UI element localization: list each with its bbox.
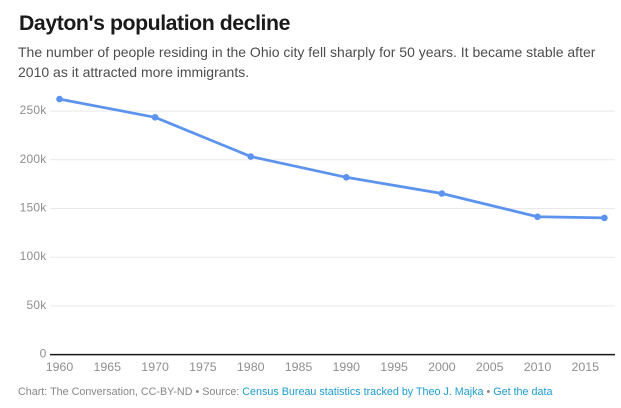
chart-subtitle: The number of people residing in the Ohi… — [18, 43, 596, 80]
y-tick-label: 0 — [40, 347, 47, 361]
x-tick-label: 1985 — [285, 360, 313, 374]
x-tick-label: 2000 — [428, 360, 456, 374]
x-tick-label: 1975 — [189, 360, 217, 374]
data-point[interactable] — [438, 190, 446, 197]
data-point[interactable] — [601, 214, 608, 222]
data-point[interactable] — [343, 173, 350, 181]
footer-credit: Chart: The Conversation, CC-BY-ND — [18, 386, 193, 398]
x-tick-label: 2010 — [524, 360, 552, 374]
x-tick-label: 2005 — [476, 360, 504, 374]
chart-title: Dayton's population decline — [19, 10, 290, 35]
x-tick-label: 1995 — [380, 360, 408, 374]
x-tick-label: 1990 — [333, 360, 361, 374]
footer-separator-1: • — [195, 386, 200, 398]
data-point[interactable] — [56, 95, 63, 103]
data-line-population — [58, 97, 606, 220]
y-tick-label: 150k — [20, 201, 48, 215]
chart-footer: Chart: The Conversation, CC-BY-ND • Sour… — [18, 386, 552, 398]
y-tick-label: 200k — [20, 152, 48, 166]
x-tick-label: 2015 — [572, 360, 600, 374]
footer-separator-2: • — [486, 386, 491, 398]
data-point[interactable] — [247, 153, 254, 160]
footer-source-link[interactable]: Census Bureau statistics tracked by Theo… — [242, 386, 484, 398]
x-tick-label: 1965 — [94, 360, 122, 374]
x-tick-label: 1970 — [141, 360, 169, 374]
x-tick-label: 1960 — [46, 360, 74, 374]
data-point[interactable] — [534, 213, 541, 221]
footer-get-data-link[interactable]: Get the data — [493, 386, 553, 398]
y-tick-label: 50k — [27, 298, 48, 312]
x-tick-label: 1980 — [237, 360, 265, 374]
data-point[interactable] — [151, 114, 159, 121]
y-tick-label: 250k — [20, 103, 48, 117]
y-tick-label: 100k — [20, 249, 48, 263]
footer-source-label: Source: — [202, 386, 240, 398]
